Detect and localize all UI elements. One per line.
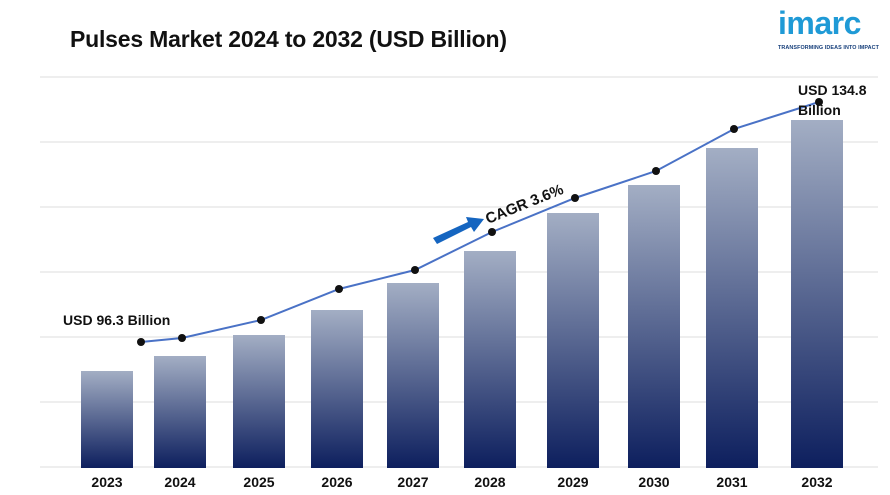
bar-2026 bbox=[311, 310, 363, 468]
x-tick-label: 2028 bbox=[474, 474, 505, 490]
line-point-2028 bbox=[488, 228, 496, 236]
bar-2024 bbox=[154, 356, 206, 468]
logo-tagline: TRANSFORMING IDEAS INTO IMPACT bbox=[778, 45, 880, 51]
x-tick-label: 2032 bbox=[801, 474, 832, 490]
line-series bbox=[137, 98, 823, 346]
line-point-2026 bbox=[335, 285, 343, 293]
bar-2025 bbox=[233, 335, 285, 468]
logo-wordmark: imarc bbox=[778, 5, 861, 41]
bar-series bbox=[81, 120, 843, 468]
x-tick-label: 2025 bbox=[243, 474, 274, 490]
line-point-2031 bbox=[730, 125, 738, 133]
x-tick-label: 2026 bbox=[321, 474, 352, 490]
x-tick-label: 2030 bbox=[638, 474, 669, 490]
bar-2028 bbox=[464, 251, 516, 468]
end-value-label-line2: Billion bbox=[798, 102, 841, 118]
x-tick-label: 2027 bbox=[397, 474, 428, 490]
line-point-2030 bbox=[652, 167, 660, 175]
bar-2030 bbox=[628, 185, 680, 468]
x-tick-label: 2031 bbox=[716, 474, 747, 490]
end-value-label: USD 134.8 bbox=[798, 82, 867, 98]
bar-2032 bbox=[791, 120, 843, 468]
trend-line bbox=[140, 101, 820, 343]
cagr-arrow-icon bbox=[433, 217, 484, 244]
bar-2027 bbox=[387, 283, 439, 468]
imarc-logo: imarc TRANSFORMING IDEAS INTO IMPACT bbox=[778, 5, 880, 58]
page-title: Pulses Market 2024 to 2032 (USD Billion) bbox=[70, 26, 507, 52]
line-point-2025 bbox=[257, 316, 265, 324]
line-point-2024 bbox=[178, 334, 186, 342]
bar-2031 bbox=[706, 148, 758, 468]
bar-2029 bbox=[547, 213, 599, 468]
x-tick-label: 2029 bbox=[557, 474, 588, 490]
tick-labels: 2023 2024 2025 2026 2027 2028 2029 2030 2031 2032 bbox=[91, 474, 832, 490]
x-tick-label: 2023 bbox=[91, 474, 122, 490]
line-point-2027 bbox=[411, 266, 419, 274]
start-value-label: USD 96.3 Billion bbox=[63, 312, 170, 328]
line-point-2029 bbox=[571, 194, 579, 202]
line-point-2023 bbox=[137, 338, 145, 346]
bar-2023 bbox=[81, 371, 133, 468]
x-tick-label: 2024 bbox=[164, 474, 195, 490]
line-point-2032 bbox=[815, 98, 823, 106]
